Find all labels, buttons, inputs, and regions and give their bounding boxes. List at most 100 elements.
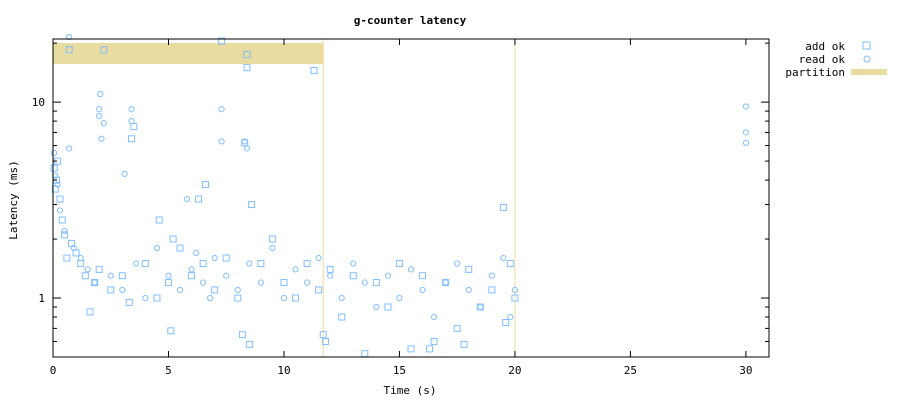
data-point-read-ok	[96, 112, 103, 120]
points-layer	[50, 33, 750, 358]
data-point-read-ok	[77, 254, 84, 262]
data-point-read-ok	[407, 266, 415, 273]
data-point-add-ok	[130, 123, 138, 131]
data-point-read-ok	[91, 279, 98, 286]
data-point-read-ok	[246, 260, 253, 267]
x-tick-label: 20	[508, 364, 521, 377]
data-point-add-ok	[201, 180, 209, 188]
data-point-read-ok	[54, 181, 61, 188]
data-point-add-ok	[241, 139, 249, 147]
data-point-add-ok	[407, 345, 415, 353]
data-point-read-ok	[500, 254, 507, 262]
data-point-add-ok	[107, 286, 115, 294]
data-point-add-ok	[243, 51, 251, 59]
data-point-add-ok	[257, 260, 265, 268]
data-point-add-ok	[63, 254, 71, 262]
data-point-read-ok	[742, 103, 750, 110]
data-point-read-ok	[465, 286, 472, 294]
data-point-add-ok	[81, 272, 89, 280]
data-point-add-ok	[56, 195, 64, 203]
data-point-read-ok	[70, 244, 77, 252]
data-point-add-ok	[199, 260, 207, 268]
data-point-read-ok	[234, 286, 241, 294]
data-point-read-ok	[384, 272, 392, 279]
data-point-read-ok	[241, 138, 248, 145]
data-point-add-ok	[430, 337, 438, 345]
data-point-add-ok	[188, 272, 196, 280]
data-point-add-ok	[118, 272, 126, 280]
x-tick-label: 25	[624, 364, 637, 377]
data-point-add-ok	[395, 260, 403, 268]
ticks-layer: 0 5 10 15 20 25 30 1 10	[32, 39, 769, 377]
data-point-read-ok	[183, 195, 191, 203]
data-point-add-ok	[303, 260, 311, 268]
data-point-read-ok	[257, 279, 264, 286]
data-point-read-ok	[100, 120, 107, 127]
data-point-add-ok	[153, 294, 161, 302]
data-point-read-ok	[188, 266, 195, 273]
data-point-read-ok	[223, 272, 230, 279]
data-point-add-ok	[167, 327, 175, 335]
data-point-add-ok	[155, 216, 163, 224]
data-point-read-ok	[96, 106, 103, 113]
data-point-add-ok	[141, 260, 149, 268]
data-point-read-ok	[742, 129, 750, 136]
data-point-add-ok	[372, 279, 380, 287]
data-point-add-ok	[511, 294, 519, 302]
data-point-read-ok	[200, 279, 207, 286]
data-point-add-ok	[506, 260, 514, 268]
data-point-read-ok	[193, 249, 200, 256]
data-point-add-ok	[169, 235, 177, 243]
data-point-read-ok	[51, 149, 58, 157]
x-tick-label: 10	[277, 364, 290, 377]
legend-label-read-ok: read ok	[799, 53, 846, 66]
partition-band	[53, 43, 324, 64]
data-point-add-ok	[243, 64, 251, 72]
data-point-read-ok	[142, 294, 149, 302]
data-point-read-ok	[206, 294, 214, 302]
data-point-read-ok	[243, 145, 251, 152]
x-tick-label: 15	[393, 364, 406, 377]
chart-title: g-counter latency	[354, 14, 467, 27]
data-point-read-ok	[84, 266, 91, 273]
data-point-read-ok	[153, 244, 161, 252]
legend-swatch-partition	[851, 69, 887, 75]
x-tick-label: 30	[739, 364, 752, 377]
data-point-add-ok	[164, 279, 172, 287]
data-point-read-ok	[165, 272, 172, 279]
data-point-add-ok	[50, 164, 58, 172]
data-point-read-ok	[128, 118, 135, 125]
data-point-read-ok	[507, 313, 514, 321]
data-point-read-ok	[430, 313, 438, 321]
data-point-add-ok	[195, 195, 203, 203]
data-point-add-ok	[268, 235, 276, 243]
legend-label-partition: partition	[785, 66, 845, 79]
data-point-read-ok	[119, 286, 126, 294]
y-tick-label: 1	[38, 292, 45, 305]
y-tick-label: 10	[32, 96, 45, 109]
data-point-add-ok	[248, 201, 256, 209]
data-point-read-ok	[218, 106, 225, 113]
data-point-add-ok	[211, 286, 219, 294]
data-point-add-ok	[338, 313, 346, 321]
data-point-add-ok	[349, 272, 357, 280]
data-point-add-ok	[488, 286, 496, 294]
data-point-add-ok	[128, 135, 136, 143]
data-point-read-ok	[373, 303, 380, 311]
data-point-read-ok	[350, 260, 357, 267]
data-point-read-ok	[269, 244, 276, 252]
data-point-read-ok	[477, 303, 484, 311]
data-point-add-ok	[280, 279, 288, 287]
data-point-add-ok	[86, 308, 94, 316]
data-point-add-ok	[238, 331, 246, 339]
data-point-read-ok	[338, 294, 345, 302]
data-point-read-ok	[66, 145, 73, 152]
data-point-read-ok	[56, 207, 64, 214]
data-point-add-ok	[453, 324, 461, 332]
data-point-add-ok	[319, 331, 327, 339]
data-point-read-ok	[218, 138, 225, 145]
data-point-add-ok	[465, 265, 473, 273]
x-axis-label: Time (s)	[384, 384, 437, 397]
data-point-read-ok	[280, 294, 288, 302]
